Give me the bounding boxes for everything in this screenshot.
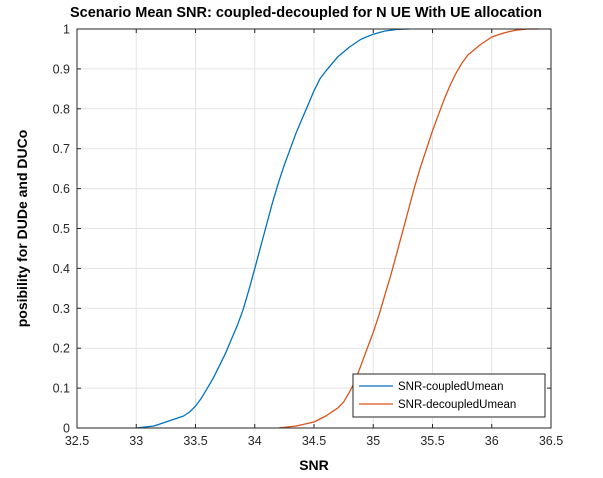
y-tick-label: 0.8 (53, 102, 70, 116)
y-tick-label: 0.9 (53, 62, 70, 76)
x-tick-label: 36.5 (539, 434, 563, 448)
y-axis-label: posibility for DUDe and DUCo (14, 130, 30, 328)
y-tick-label: 0 (63, 422, 70, 436)
y-tick-label: 0.3 (53, 302, 70, 316)
grid (76, 28, 552, 429)
series-layer (136, 28, 540, 429)
legend-box (352, 373, 546, 418)
legend: SNR-coupledUmean SNR-decoupledUmean (352, 373, 546, 418)
y-tick-label: 0.6 (53, 182, 70, 196)
x-tick-label: 34 (248, 434, 262, 448)
legend-label-2: SNR-decoupledUmean (398, 399, 516, 411)
x-tick-label: 36 (485, 434, 499, 448)
x-tick-label: 35 (366, 434, 380, 448)
y-tick-label: 0.2 (53, 342, 70, 356)
chart-title: Scenario Mean SNR: coupled-decoupled for… (70, 5, 542, 21)
tick-layer: 32.5 33 33.5 34 34.5 35 35.5 36 36.5 0 0.1 0.2 0.3 0.… (53, 23, 564, 449)
legend-label-1: SNR-coupledUmean (398, 381, 503, 393)
y-tick-label: 0.7 (53, 142, 70, 156)
x-tick-label: 32.5 (65, 434, 89, 448)
x-axis-label: SNR (299, 457, 329, 473)
x-tick-label: 34.5 (302, 434, 326, 448)
y-tick-label: 0.5 (53, 222, 70, 236)
y-tick-label: 1 (63, 23, 70, 37)
series-line-1 (136, 28, 409, 429)
y-tick-label: 0.1 (53, 382, 70, 396)
series-line-2 (278, 28, 540, 429)
x-tick-label: 35.5 (420, 434, 444, 448)
x-tick-label: 33 (129, 434, 143, 448)
y-tick-label: 0.4 (53, 262, 70, 276)
x-tick-label: 33.5 (183, 434, 207, 448)
